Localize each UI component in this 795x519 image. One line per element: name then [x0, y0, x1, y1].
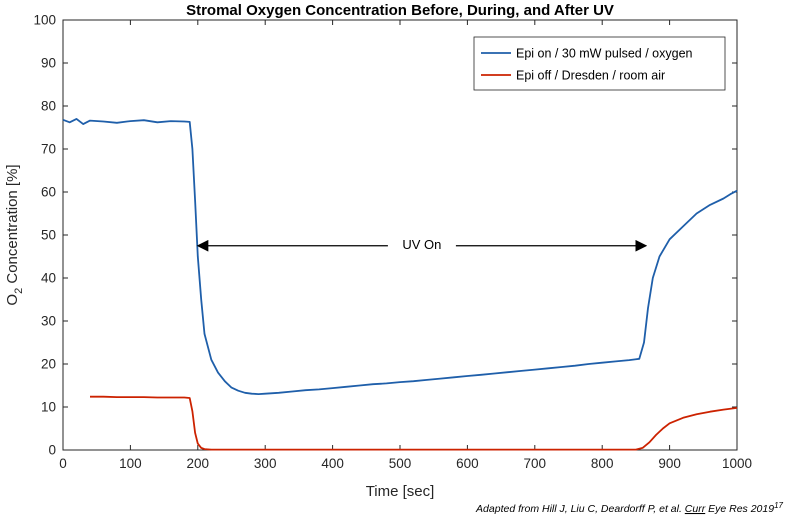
y-tick-label: 60 — [41, 185, 56, 200]
legend-label-epi-off: Epi off / Dresden / room air — [516, 69, 665, 83]
x-tick-label: 400 — [321, 456, 344, 471]
y-tick-label: 90 — [41, 56, 56, 71]
series-line-epi-on — [62, 118, 738, 396]
legend-label-epi-on: Epi on / 30 mW pulsed / oxygen — [516, 47, 693, 61]
x-tick-label: 1000 — [722, 456, 752, 471]
x-tick-label: 800 — [591, 456, 614, 471]
x-tick-label: 500 — [389, 456, 412, 471]
x-axis-ticks: 0 100 200 300 400 500 600 700 800 900 1000 — [59, 20, 752, 471]
series-line-epi-off — [90, 395, 738, 451]
y-tick-label: 80 — [41, 99, 56, 114]
x-tick-label: 0 — [59, 456, 67, 471]
x-tick-label: 200 — [187, 456, 210, 471]
y-axis-label: O2 Concentration [%] — [4, 164, 25, 305]
uv-on-label: UV On — [402, 237, 441, 252]
chart-title: Stromal Oxygen Concentration Before, Dur… — [186, 2, 614, 19]
y-label-subscript: 2 — [13, 288, 25, 294]
y-tick-label: 100 — [33, 13, 56, 28]
x-tick-label: 600 — [456, 456, 479, 471]
uv-on-annotation: UV On — [196, 237, 648, 252]
x-tick-label: 300 — [254, 456, 277, 471]
x-tick-label: 700 — [524, 456, 547, 471]
legend-box — [473, 36, 726, 91]
y-tick-label: 20 — [41, 357, 56, 372]
x-axis-label: Time [sec] — [366, 483, 435, 500]
y-tick-label: 10 — [41, 400, 56, 415]
citation-journal-a: Curr — [685, 503, 706, 515]
y-label-rest: Concentration [%] — [4, 164, 21, 287]
y-tick-label: 0 — [48, 443, 56, 458]
series-layer — [62, 118, 738, 451]
y-label-main: O — [4, 294, 21, 306]
x-tick-label: 900 — [658, 456, 681, 471]
citation: Adapted from Hill J, Liu C, Deardorff P,… — [475, 501, 783, 515]
y-tick-label: 40 — [41, 271, 56, 286]
plot-area — [62, 19, 738, 451]
y-tick-label: 70 — [41, 142, 56, 157]
y-axis-ticks: 0 10 20 30 40 50 60 70 80 90 100 — [33, 13, 737, 458]
y-tick-label: 30 — [41, 314, 56, 329]
y-tick-label: 50 — [41, 228, 56, 243]
citation-journal-b: Eye Res 2019 — [705, 503, 774, 515]
legend: Epi on / 30 mW pulsed / oxygen Epi off /… — [473, 36, 726, 91]
citation-superscript: 17 — [774, 501, 783, 510]
x-tick-label: 100 — [119, 456, 142, 471]
citation-authors: Adapted from Hill J, Liu C, Deardorff P,… — [475, 503, 685, 515]
